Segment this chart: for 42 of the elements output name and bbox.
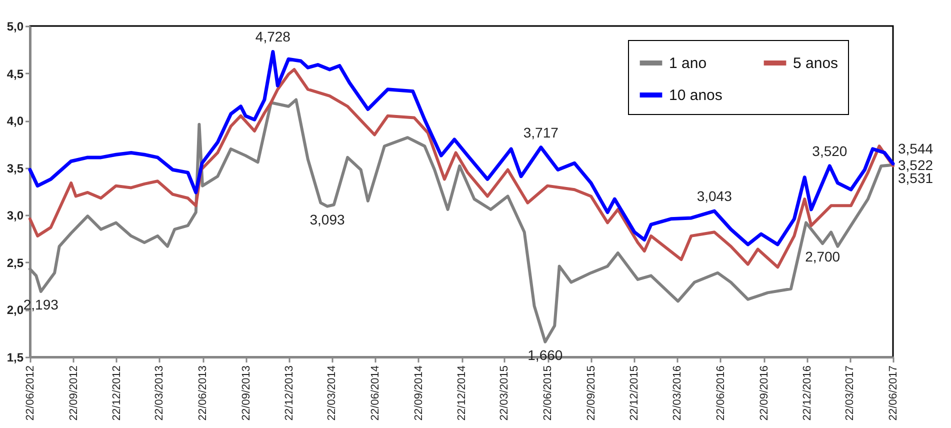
- y-tick-label: 3,0: [6, 208, 24, 223]
- x-tick-label: 22/06/2013: [197, 366, 210, 421]
- x-tick-label: 22/09/2013: [240, 366, 252, 421]
- y-tick-label: 1,5: [6, 350, 24, 364]
- x-tick-label: 22/06/2016: [714, 366, 727, 421]
- annotation: 3,522: [898, 156, 934, 173]
- y-tick-label: 2,0: [6, 303, 24, 318]
- x-tick-label: 22/12/2013: [283, 366, 296, 421]
- x-tick-label: 22/12/2012: [110, 366, 123, 421]
- y-tick-label: 5,0: [6, 20, 24, 34]
- annotation: 3,717: [523, 124, 559, 140]
- x-tick-label: 22/09/2015: [585, 366, 598, 421]
- x-tick-label: 22/06/2012: [24, 366, 36, 421]
- annotation: 2,700: [805, 248, 840, 265]
- y-tick-label: 4,5: [6, 66, 24, 81]
- x-tick-label: 22/06/2015: [542, 366, 554, 421]
- line-series: [28, 68, 894, 269]
- annotation: 4,728: [255, 28, 291, 45]
- annotation: 3,093: [310, 211, 345, 228]
- x-tick-label: 22/03/2017: [844, 366, 856, 421]
- x-tick-label: 22/12/2016: [801, 366, 814, 421]
- x-tick-label: 22/09/2012: [68, 366, 80, 421]
- line-series: [28, 50, 895, 246]
- x-tick-label: 22/12/2015: [628, 366, 641, 421]
- legend-label: 10 anos: [669, 87, 722, 104]
- legend-label: 1 ano: [669, 55, 707, 72]
- legend-label: 5 anos: [793, 55, 838, 72]
- x-tick-label: 22/03/2013: [154, 366, 166, 421]
- x-tick-label: 22/03/2016: [672, 366, 684, 421]
- x-tick-label: 22/03/2015: [498, 366, 511, 421]
- y-tick-label: 4,0: [6, 114, 24, 128]
- annotation: 3,520: [812, 142, 848, 159]
- x-tick-label: 22/06/2017: [888, 366, 900, 421]
- x-tick-label: 22/09/2014: [412, 366, 425, 421]
- x-tick-label: 22/03/2014: [326, 366, 338, 421]
- x-tick-label: 22/06/2014: [370, 366, 382, 421]
- x-tick-label: 22/09/2016: [758, 366, 770, 421]
- annotation: 3,043: [696, 188, 732, 204]
- y-tick-label: 3,5: [6, 161, 24, 176]
- annotation: 3,544: [898, 140, 934, 157]
- x-tick-label: 22/12/2014: [456, 366, 468, 421]
- y-tick-label: 2,5: [6, 256, 24, 270]
